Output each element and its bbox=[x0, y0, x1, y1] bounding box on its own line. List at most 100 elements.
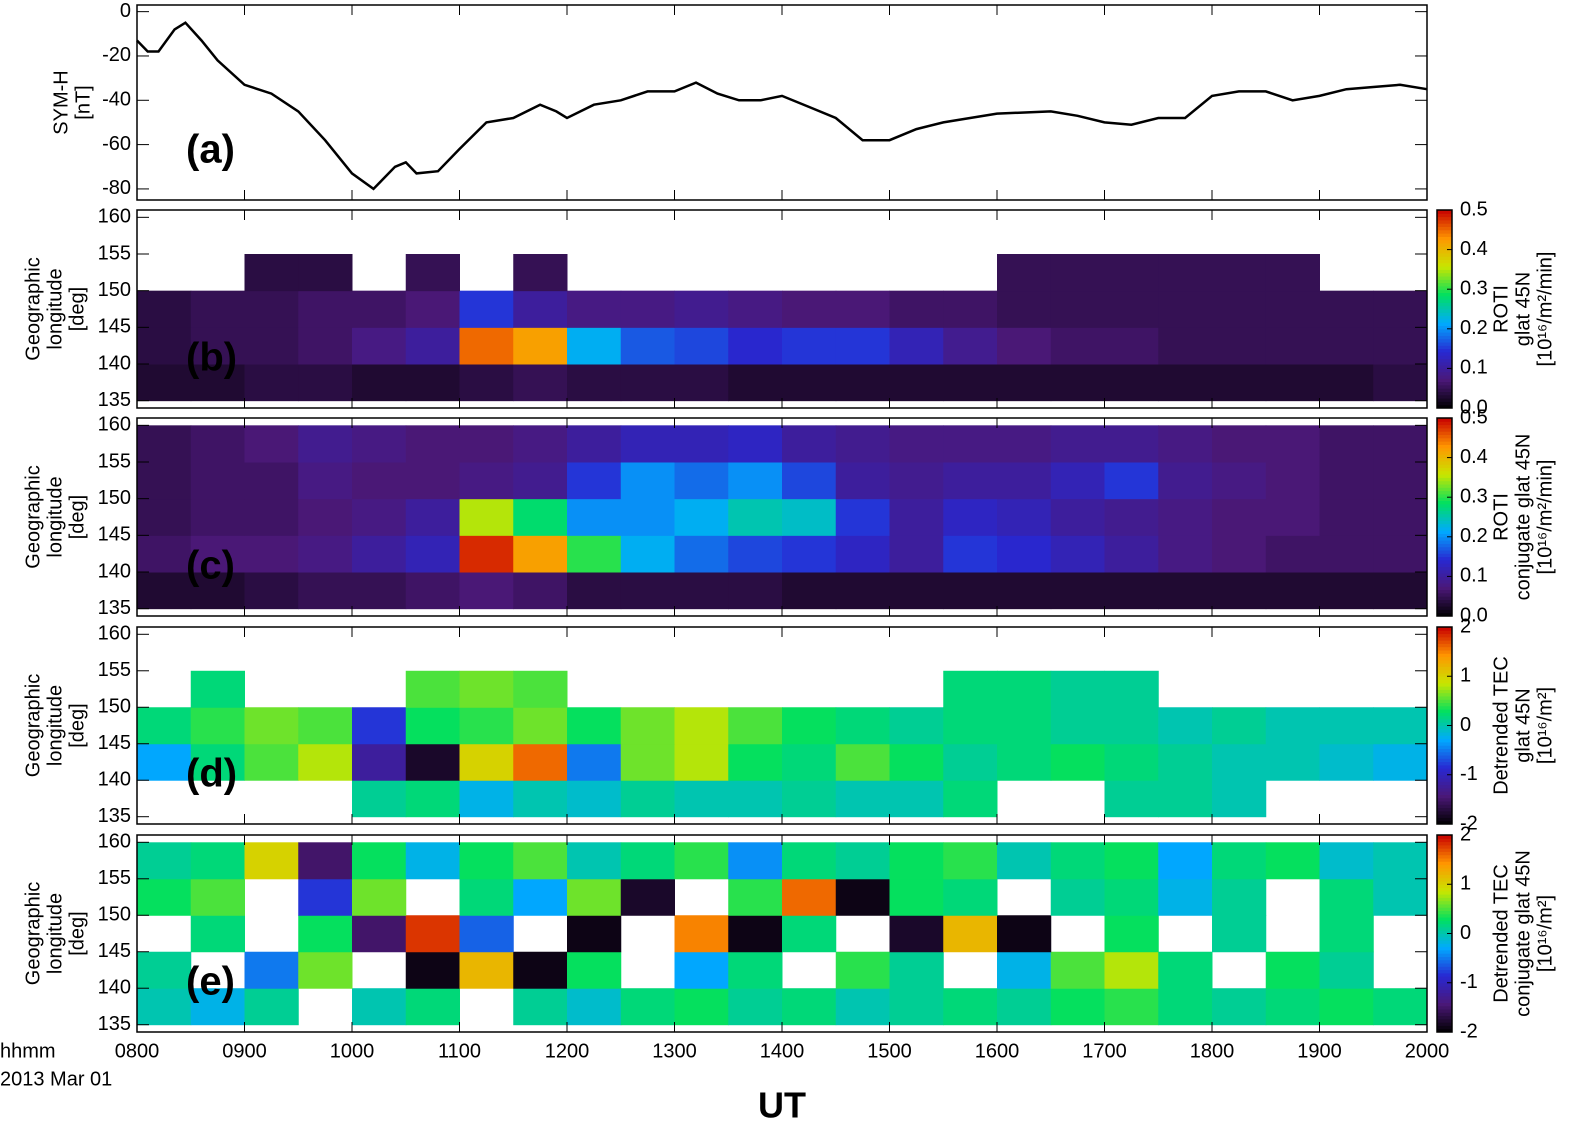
colorbar-segment bbox=[1437, 219, 1452, 224]
heatmap-cell bbox=[1104, 498, 1159, 536]
colorbar-segment bbox=[1437, 741, 1452, 746]
colorbar-segment bbox=[1437, 312, 1452, 317]
heatmap-cell bbox=[459, 951, 514, 989]
colorbar-segment bbox=[1437, 659, 1452, 664]
heatmap-cell bbox=[1050, 462, 1105, 500]
heatmap-cell bbox=[1104, 988, 1159, 1026]
heatmap-cell bbox=[1373, 572, 1428, 610]
heatmap-cell bbox=[835, 290, 890, 328]
heatmap-cell bbox=[997, 327, 1052, 365]
heatmap-cell bbox=[244, 707, 299, 745]
colorbar-segment bbox=[1437, 361, 1452, 366]
y-tick-label: 140 bbox=[98, 769, 131, 791]
heatmap-cell bbox=[244, 327, 299, 365]
colorbar-segment bbox=[1437, 556, 1452, 561]
heatmap-cell bbox=[782, 842, 837, 880]
heatmap-cell bbox=[782, 327, 837, 365]
heatmap-cell bbox=[1319, 743, 1374, 781]
colorbar-segment bbox=[1437, 318, 1452, 323]
colorbar-segment bbox=[1437, 774, 1452, 779]
heatmap-cell bbox=[405, 327, 460, 365]
heatmap-cell bbox=[1212, 915, 1267, 953]
heatmap-cell bbox=[1319, 327, 1374, 365]
colorbar-segment bbox=[1437, 530, 1452, 534]
colorbar-label: [10¹⁶/m²] bbox=[1534, 687, 1556, 764]
panel-label: (b) bbox=[186, 336, 237, 380]
colorbar-segment bbox=[1437, 464, 1452, 468]
colorbar-segment bbox=[1437, 398, 1452, 402]
colorbar-segment bbox=[1437, 992, 1452, 997]
heatmap-cell bbox=[728, 988, 783, 1026]
heatmap-cell bbox=[567, 425, 622, 463]
heatmap-cell bbox=[674, 951, 729, 989]
heatmap-cell bbox=[190, 670, 245, 708]
colorbar-segment bbox=[1437, 322, 1452, 326]
colorbar-segment bbox=[1437, 963, 1452, 967]
heatmap-cell bbox=[728, 743, 783, 781]
x-tick-label: 1100 bbox=[438, 1040, 481, 1062]
colorbar-segment bbox=[1437, 503, 1452, 508]
colorbar-segment bbox=[1437, 355, 1452, 359]
heatmap-cell bbox=[1212, 842, 1267, 880]
colorbar-segment bbox=[1437, 454, 1452, 459]
colorbar-segment bbox=[1437, 867, 1452, 872]
colorbar-segment bbox=[1437, 725, 1452, 730]
colorbar-tick-label: 0 bbox=[1460, 922, 1471, 944]
heatmap-cell bbox=[244, 951, 299, 989]
colorbar-segment bbox=[1437, 1002, 1452, 1007]
heatmap-cell bbox=[997, 915, 1052, 953]
colorbar-label: Detrended TEC bbox=[1490, 656, 1512, 795]
colorbar-segment bbox=[1437, 946, 1452, 951]
heatmap-cell bbox=[567, 572, 622, 610]
heatmap-cell bbox=[1158, 498, 1213, 536]
heatmap-cell bbox=[1212, 535, 1267, 573]
colorbar-segment bbox=[1437, 764, 1452, 769]
heatmap-cell bbox=[674, 498, 729, 536]
colorbar-segment bbox=[1437, 583, 1452, 587]
y-axis-label: Geographic bbox=[22, 674, 44, 777]
colorbar-segment bbox=[1437, 972, 1452, 977]
colorbar-segment bbox=[1437, 239, 1452, 244]
heatmap-cell bbox=[244, 842, 299, 880]
heatmap-cell bbox=[190, 535, 245, 573]
colorbar-tick-label: -2 bbox=[1460, 812, 1478, 834]
heatmap-cell bbox=[889, 535, 944, 573]
heatmap-cell bbox=[513, 780, 568, 818]
heatmap-cell bbox=[137, 425, 192, 463]
heatmap-cell bbox=[997, 951, 1052, 989]
y-tick-label: 160 bbox=[98, 414, 131, 436]
heatmap-cell bbox=[405, 535, 460, 573]
colorbar-segment bbox=[1437, 835, 1452, 839]
heatmap-cell bbox=[674, 327, 729, 365]
colorbar-segment bbox=[1437, 394, 1452, 399]
colorbar-segment bbox=[1437, 236, 1452, 241]
heatmap-cell bbox=[943, 670, 998, 708]
heatmap-cell bbox=[459, 780, 514, 818]
colorbar-segment bbox=[1437, 817, 1452, 822]
colorbar-segment bbox=[1437, 401, 1452, 406]
colorbar-segment bbox=[1437, 844, 1452, 849]
colorbar-segment bbox=[1437, 643, 1452, 648]
colorbar-segment bbox=[1437, 444, 1452, 449]
heatmap-cell bbox=[943, 290, 998, 328]
heatmap-cell bbox=[889, 364, 944, 402]
colorbar-segment bbox=[1437, 982, 1452, 987]
heatmap-cell bbox=[889, 498, 944, 536]
colorbar-segment bbox=[1437, 748, 1452, 753]
x-tick-label: 1900 bbox=[1297, 1040, 1342, 1062]
panel-label: (c) bbox=[186, 544, 235, 588]
heatmap-cell bbox=[1050, 425, 1105, 463]
heatmap-cell bbox=[728, 498, 783, 536]
heatmap-cell bbox=[835, 462, 890, 500]
colorbar-segment bbox=[1437, 669, 1452, 674]
colorbar-segment bbox=[1437, 820, 1452, 825]
colorbar-tick-label: 0.5 bbox=[1460, 406, 1488, 428]
colorbar-segment bbox=[1437, 536, 1452, 541]
heatmap-cell bbox=[137, 707, 192, 745]
heatmap-cell bbox=[835, 878, 890, 916]
colorbar-segment bbox=[1437, 520, 1452, 525]
heatmap-cell bbox=[405, 425, 460, 463]
colorbar-segment bbox=[1437, 936, 1452, 941]
colorbar-segment bbox=[1437, 262, 1452, 267]
heatmap-cell bbox=[997, 988, 1052, 1026]
